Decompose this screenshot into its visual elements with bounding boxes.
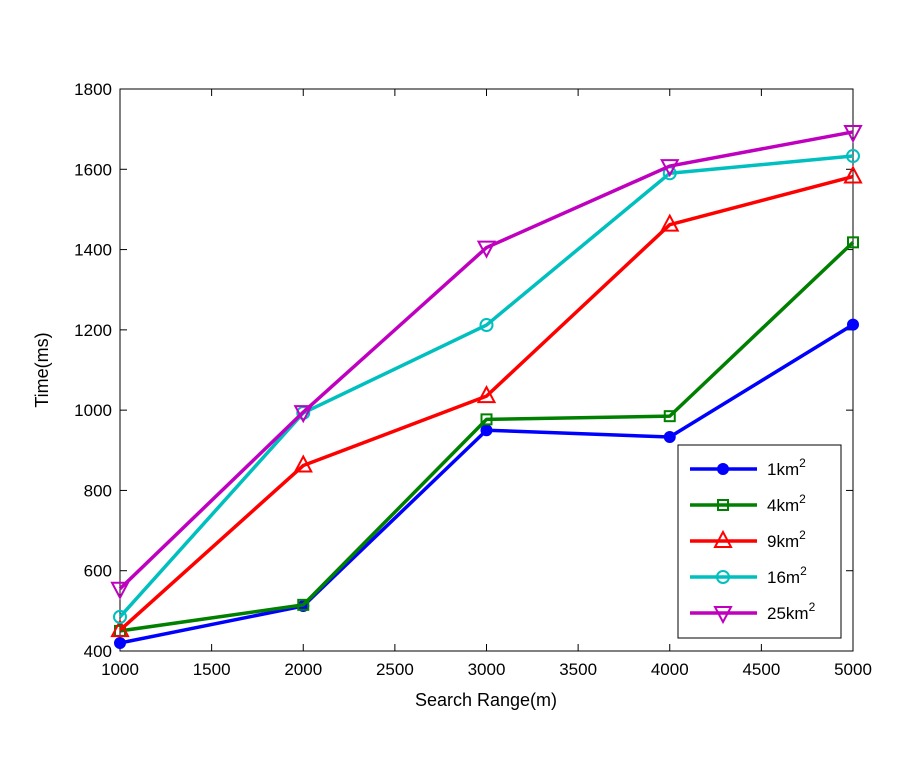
series-line: [118, 154, 854, 619]
data-point: [847, 318, 859, 331]
x-tick-label: 4000: [651, 660, 689, 679]
legend-label-text: 9km: [767, 532, 799, 551]
series-5: [110, 124, 863, 600]
data-point: [480, 413, 493, 426]
legend-item: 16m2: [690, 564, 807, 587]
y-tick-label: 1400: [74, 241, 112, 260]
legend-label-text: 25km: [767, 604, 809, 623]
legend-label-text: 16m: [767, 568, 800, 587]
data-point: [293, 454, 313, 473]
legend-label-superscript: 2: [799, 492, 806, 506]
legend-label-text: 4km: [767, 496, 799, 515]
y-tick-label: 800: [84, 481, 112, 500]
x-tick-label: 3000: [468, 660, 506, 679]
legend-label-superscript: 2: [799, 456, 806, 470]
data-point: [297, 598, 310, 611]
x-tick-label: 5000: [834, 660, 872, 679]
data-point: [114, 636, 126, 649]
legend-marker: [717, 499, 729, 511]
x-tick-label: 3500: [559, 660, 597, 679]
legend-label: 25km2: [767, 600, 816, 623]
legend-item: 9km2: [690, 528, 806, 551]
data-point: [663, 410, 676, 423]
y-tick-label: 600: [84, 562, 112, 581]
series-4: [113, 149, 860, 624]
legend-label: 16m2: [767, 564, 807, 587]
series-line: [119, 241, 855, 633]
series-3: [110, 165, 863, 638]
x-tick-label: 1500: [193, 660, 231, 679]
data-point: [660, 159, 680, 178]
legend-item: 25km2: [690, 600, 816, 625]
x-tick-label: 4500: [742, 660, 780, 679]
y-tick-label: 1000: [74, 401, 112, 420]
legend-label-superscript: 2: [799, 528, 806, 542]
y-tick-label: 1600: [74, 160, 112, 179]
x-tick-label: 2500: [376, 660, 414, 679]
data-point: [847, 236, 859, 249]
x-axis-label: Search Range(m): [415, 690, 557, 710]
data-point: [476, 240, 497, 259]
data-point: [660, 213, 680, 232]
data-point: [663, 431, 676, 444]
legend-marker: [717, 463, 729, 475]
legend-label-text: 1km: [767, 460, 799, 479]
y-tick-label: 400: [84, 642, 112, 661]
legend-label-superscript: 2: [800, 564, 807, 578]
series-line: [118, 174, 854, 632]
y-axis-label: Time(ms): [32, 332, 52, 407]
data-point: [110, 581, 130, 600]
legend-marker: [713, 606, 733, 625]
data-point: [293, 405, 313, 424]
x-tick-label: 1000: [101, 660, 139, 679]
y-tick-label: 1200: [74, 321, 112, 340]
data-point: [843, 124, 863, 144]
legend-label: 9km2: [767, 528, 806, 551]
legend-label: 4km2: [767, 492, 806, 515]
legend-marker: [716, 570, 730, 584]
data-point: [113, 609, 127, 624]
legend-marker: [713, 529, 733, 548]
data-point: [846, 149, 860, 164]
data-point: [843, 165, 863, 184]
data-point: [110, 619, 130, 638]
x-tick-label: 2000: [284, 660, 322, 679]
data-point: [476, 384, 497, 404]
legend-label: 1km2: [767, 456, 806, 479]
data-point: [479, 318, 494, 333]
series-line: [118, 130, 854, 591]
legend-label-superscript: 2: [809, 600, 816, 614]
y-tick-label: 1800: [74, 80, 112, 99]
legend-item: 1km2: [690, 456, 806, 479]
series-layer: [110, 124, 863, 649]
axis-ticks: 1000 1500 2000 2500 3000 3500 4000 4500 5000 400 6…: [74, 80, 872, 679]
data-point: [480, 424, 493, 437]
legend-item: 4km2: [690, 492, 806, 515]
